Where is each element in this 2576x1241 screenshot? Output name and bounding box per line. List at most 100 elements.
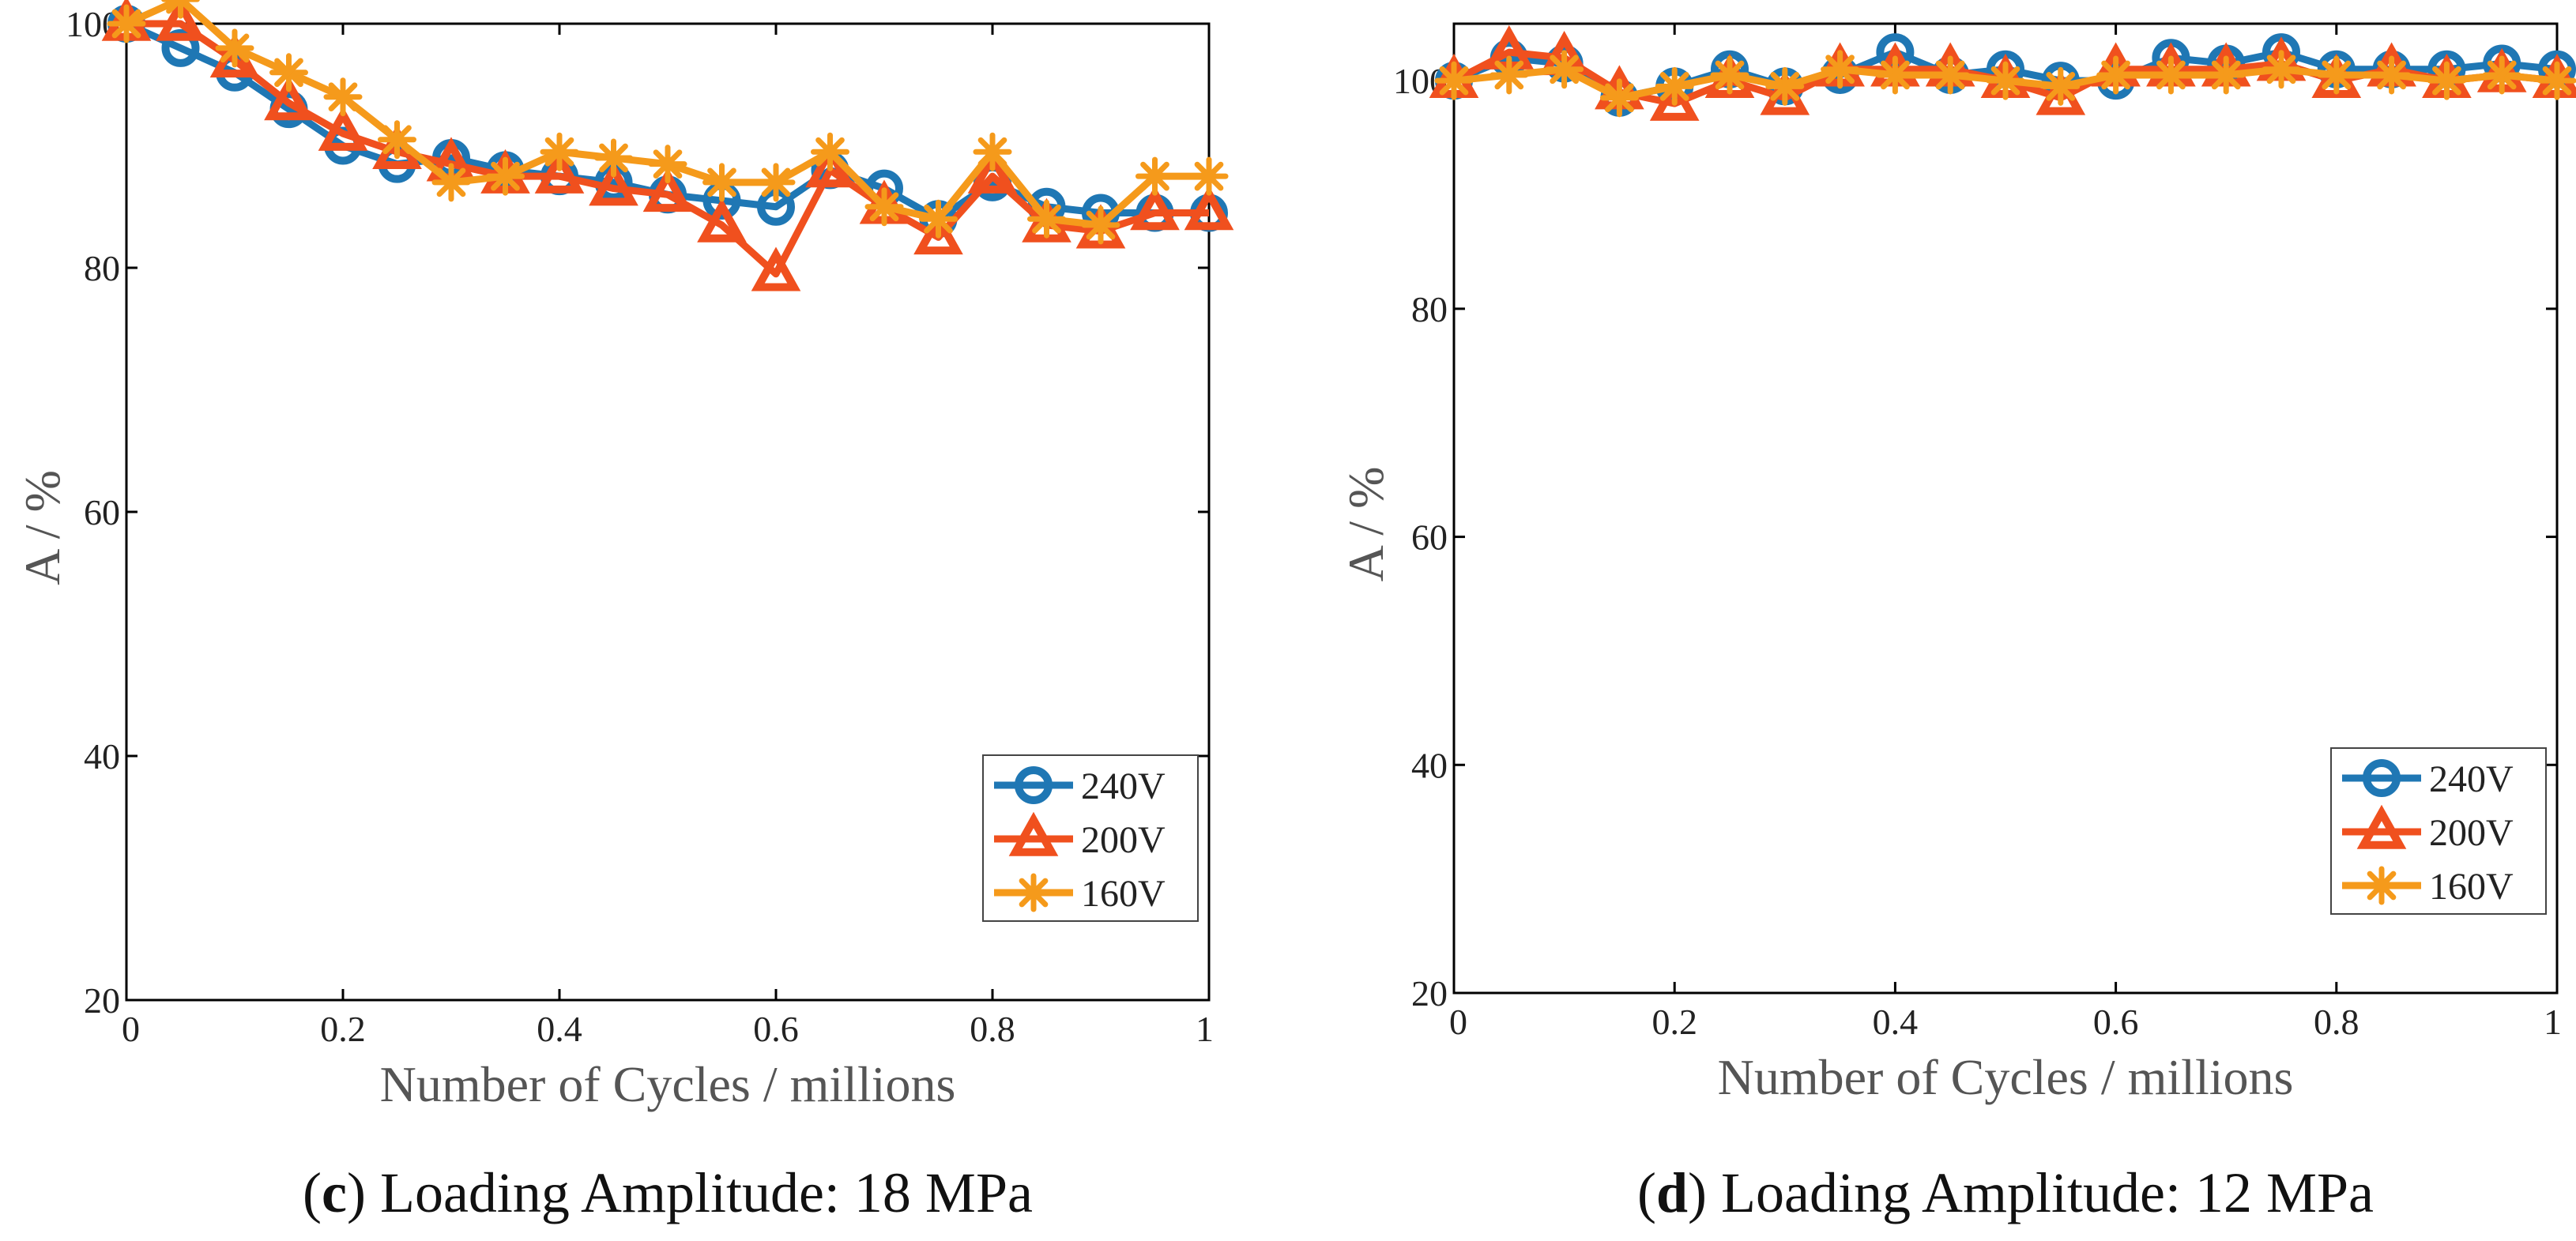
caption-text: Loading Amplitude: 18 MPa (380, 1161, 1033, 1224)
data-point-160V (1599, 78, 1639, 118)
legend-label-240V: 240V (1081, 765, 1166, 807)
data-point-200V (967, 149, 1018, 194)
data-point-160V (811, 132, 849, 171)
data-point-200V (156, 0, 205, 41)
legend-label-200V: 200V (2429, 812, 2514, 854)
data-point-160V-stroke (761, 167, 791, 197)
data-point-160V-stroke (1194, 161, 1224, 191)
legend-label-160V: 160V (1081, 873, 1166, 915)
data-point-160V (864, 187, 904, 227)
legend-marker-200V (2356, 804, 2407, 849)
legend-marker-240V (2363, 759, 2401, 797)
y-axis-label: A / % (1338, 467, 1394, 582)
data-point-200V (805, 143, 855, 188)
data-point-160V (269, 53, 308, 92)
data-point-160V-stroke (869, 192, 899, 222)
data-point-160V-stroke (977, 137, 1007, 167)
data-point-160V-stroke (2211, 60, 2241, 90)
data-point-160V (161, 0, 200, 19)
data-point-160V-stroke (2046, 72, 2076, 101)
series-160V (107, 0, 1229, 245)
data-point-160V (1189, 156, 1229, 196)
data-point-160V (2151, 55, 2190, 95)
data-point-160V-stroke (653, 149, 683, 179)
data-point-160V-stroke (1494, 60, 1524, 90)
data-point-160V (1135, 156, 1174, 196)
data-point-200V (751, 246, 801, 291)
data-point-160V (1655, 66, 1694, 106)
data-point-160V-stroke (2156, 60, 2186, 90)
legend-marker-160V-stroke (1019, 878, 1049, 908)
x-tick-label: 0.2 (1651, 1002, 1697, 1042)
data-point-160V (594, 138, 633, 178)
data-point-200V (264, 76, 314, 121)
data-point-160V (378, 120, 416, 160)
caption-letter: c (322, 1161, 347, 1224)
data-point-160V (756, 163, 796, 202)
data-point-160V (2372, 55, 2412, 95)
data-point-160V-stroke (1659, 72, 1689, 101)
data-point-160V (2317, 55, 2356, 95)
data-point-160V-stroke (1086, 210, 1116, 240)
data-point-200V (1075, 204, 1126, 249)
data-point-160V (1765, 66, 1805, 106)
x-tick-label: 0.4 (1873, 1002, 1919, 1042)
y-tick-label: 40 (1411, 745, 1448, 785)
legend-label-200V: 200V (1081, 819, 1166, 861)
data-point-200V (697, 197, 747, 243)
data-point-160V-stroke (2432, 66, 2461, 96)
caption-paren-close: ) (347, 1161, 380, 1224)
x-tick-label: 0.8 (2314, 1002, 2359, 1042)
caption-paren-open: ( (1637, 1161, 1656, 1224)
x-tick-label: 1 (2544, 1002, 2562, 1042)
data-point-160V (919, 199, 958, 239)
data-point-160V (1027, 199, 1066, 239)
data-point-160V-stroke (924, 204, 953, 234)
data-point-160V (1710, 55, 1749, 95)
data-point-160V (2262, 50, 2301, 89)
data-point-160V-stroke (1550, 55, 1579, 85)
x-axis-label: Number of Cycles / millions (1718, 1049, 2294, 1105)
data-point-160V-stroke (1770, 72, 1800, 101)
data-point-160V (431, 163, 471, 202)
data-point-160V (1545, 50, 1584, 89)
data-point-200V (589, 161, 638, 206)
data-point-160V (540, 132, 579, 171)
data-point-160V (215, 28, 254, 68)
y-tick-label: 80 (1411, 289, 1448, 329)
data-point-160V-stroke (382, 125, 412, 155)
data-point-160V-stroke (1881, 60, 1910, 90)
caption-paren-open: ( (303, 1161, 322, 1224)
data-point-160V-stroke (491, 161, 520, 191)
legend-label-160V: 160V (2429, 866, 2514, 908)
data-point-160V (2482, 55, 2521, 95)
y-tick-label: 60 (1411, 517, 1448, 558)
series-160V (1434, 50, 2576, 118)
panel-caption: (d) Loading Amplitude: 12 MPa (1637, 1161, 2374, 1224)
data-point-200V (1649, 76, 1700, 121)
y-tick-label: 20 (84, 980, 120, 1021)
data-point-160V-stroke (2266, 55, 2296, 85)
y-tick-label: 80 (84, 248, 120, 288)
data-point-160V (2537, 61, 2576, 100)
x-tick-label: 1 (1196, 1009, 1214, 1049)
legend-marker-160V (2362, 866, 2401, 905)
data-point-160V-stroke (1605, 83, 1634, 113)
data-point-200V (534, 149, 585, 194)
data-point-160V (2206, 55, 2246, 95)
data-point-160V-stroke (1825, 55, 1855, 85)
data-point-160V (973, 132, 1012, 171)
data-point-200V (1184, 186, 1234, 231)
data-point-160V (1434, 61, 1474, 100)
x-tick-label: 0.8 (970, 1009, 1015, 1049)
data-point-160V (702, 163, 741, 202)
x-tick-label: 0 (122, 1009, 140, 1049)
data-point-160V-stroke (1715, 60, 1745, 90)
data-point-160V-stroke (2377, 60, 2406, 90)
data-point-160V-stroke (220, 33, 250, 63)
panel-caption: (c) Loading Amplitude: 18 MPa (303, 1161, 1033, 1224)
data-point-160V-stroke (111, 9, 141, 39)
data-point-160V (648, 145, 687, 184)
data-point-200V (913, 210, 963, 255)
